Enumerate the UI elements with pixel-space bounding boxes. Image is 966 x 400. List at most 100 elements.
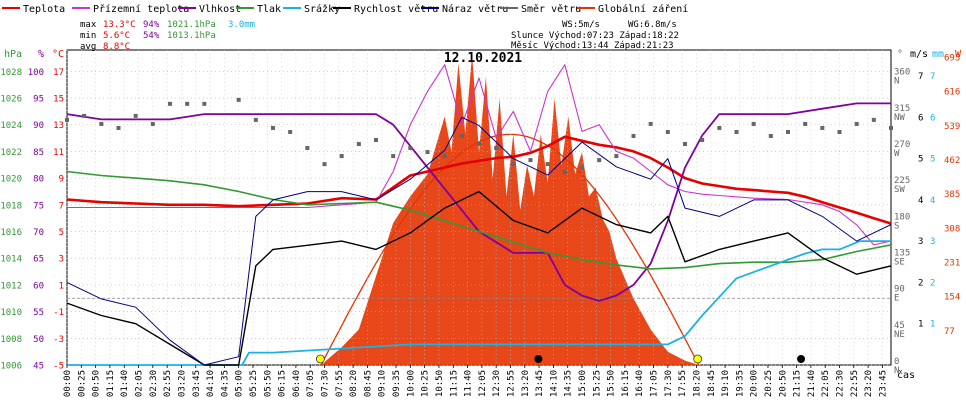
axis-tick-w-8: 693 — [944, 54, 960, 64]
x-tick-label-14: 05:50 — [263, 370, 273, 397]
axis-tick-pct-8: 85 — [33, 148, 44, 158]
stats-press-1: 1013.1hPa — [167, 31, 216, 41]
wind-dir-point-43 — [820, 125, 825, 130]
x-tick-label-9: 03:45 — [192, 370, 202, 397]
x-tick-label-37: 15:25 — [592, 370, 602, 397]
stats-moon: Měsíc Východ:13:44 Západ:21:23 — [511, 41, 674, 51]
x-tick-label-5: 02:05 — [135, 370, 145, 397]
x-tick-label-10: 04:10 — [206, 370, 216, 397]
x-tick-label-48: 20:00 — [750, 370, 760, 397]
series-line-0 — [66, 135, 892, 225]
axis-unit-pct: % — [38, 49, 44, 60]
axis-tick-mm-0: 1 — [930, 320, 935, 330]
stats-wg: WG:6.8m/s — [628, 20, 677, 30]
x-tick-label-20: 08:20 — [349, 370, 359, 397]
axis-tick-degc-5: 5 — [59, 228, 64, 238]
axis-tick-dir-name-3: SE — [894, 258, 905, 268]
axis-tick-w-6: 539 — [944, 122, 960, 132]
axis-tick-degc-10: 15 — [53, 95, 64, 105]
axis-tick-mm-5: 6 — [930, 113, 935, 123]
stats-temp-0: 13.3°C — [103, 20, 136, 30]
stats-rain-0: 3.0mm — [228, 20, 255, 30]
x-tick-label-18: 07:30 — [321, 370, 331, 397]
series-line-2 — [66, 102, 891, 302]
x-tick-label-25: 10:25 — [421, 370, 431, 397]
legend-label-1: Přízemní teplota — [93, 3, 189, 15]
axis-tick-dir-2: 90 — [894, 285, 905, 295]
x-tick-label-2: 00:50 — [92, 370, 102, 397]
x-axis-label: čas — [897, 369, 915, 381]
wind-dir-point-34 — [665, 129, 670, 134]
axis-tick-mm-4: 5 — [930, 155, 935, 165]
axis-tick-pct-10: 95 — [33, 95, 44, 105]
axis-tick-mm-3: 4 — [930, 196, 935, 206]
axis-tick-dir-name-6: W — [894, 149, 900, 159]
axis-tick-degc-11: 17 — [53, 68, 64, 78]
series-line-6 — [66, 116, 892, 366]
radiation-fill — [321, 54, 699, 366]
x-tick-label-53: 22:05 — [821, 370, 831, 397]
stats-sun: Slunce Východ:07:23 Západ:18:22 — [511, 31, 679, 41]
axis-tick-mm-2: 3 — [930, 237, 935, 247]
axis-tick-pct-5: 70 — [33, 228, 44, 238]
axis-tick-dir-name-1: NE — [894, 330, 905, 340]
axis-tick-dir-name-4: S — [894, 221, 899, 231]
x-tick-label-8: 03:20 — [177, 370, 187, 397]
axis-tick-pct-6: 75 — [33, 201, 44, 211]
axis-tick-w-0: 77 — [944, 327, 955, 337]
axis-tick-hpa-6: 1018 — [0, 201, 22, 211]
axis-unit-hpa: hPa — [4, 49, 22, 60]
axis-tick-pct-11: 100 — [28, 68, 44, 78]
axis-tick-degc-0: -5 — [53, 362, 64, 372]
wind-dir-point-21 — [442, 154, 447, 159]
axis-tick-ms-0: 1 — [918, 320, 923, 330]
wind-dir-point-14 — [322, 162, 327, 167]
axis-tick-degc-9: 13 — [53, 121, 64, 131]
wind-dir-point-5 — [150, 121, 155, 126]
axes: hPa1006100810101012101410161018102010221… — [0, 49, 962, 397]
x-tick-label-13: 05:25 — [249, 370, 259, 397]
legend-label-8: Globální záření — [598, 3, 688, 15]
wind-dir-point-10 — [253, 117, 258, 122]
series-line-4 — [67, 240, 891, 366]
axis-tick-hpa-4: 1014 — [0, 255, 22, 265]
chart-title: 12.10.2021 — [444, 51, 522, 66]
x-tick-label-26: 10:50 — [435, 370, 445, 397]
stats-temp-1: 5.6°C — [103, 31, 130, 41]
axis-tick-hpa-0: 1006 — [0, 362, 22, 372]
wind-dir-point-20 — [425, 150, 430, 155]
series-lines — [65, 64, 893, 366]
axis-tick-w-2: 231 — [944, 259, 960, 269]
wind-dir-point-4 — [133, 113, 138, 118]
series-line-5 — [66, 190, 892, 366]
axis-tick-hpa-8: 1022 — [0, 148, 22, 158]
x-tick-label-21: 08:45 — [363, 370, 373, 397]
wind-dir-point-29 — [580, 166, 584, 171]
x-tick-label-44: 18:20 — [692, 370, 702, 397]
axis-tick-dir-6: 270 — [894, 140, 910, 150]
wind-dir-point-32 — [631, 133, 636, 138]
axis-tick-dir-8: 360 — [894, 68, 910, 78]
wind-dir-point-3 — [116, 125, 121, 130]
x-tick-label-43: 17:55 — [678, 370, 688, 397]
axis-tick-w-1: 154 — [944, 293, 960, 303]
axis-tick-degc-3: 1 — [59, 281, 64, 291]
x-tick-label-27: 11:15 — [449, 370, 459, 397]
stats-label-1: min — [80, 31, 96, 41]
axis-tick-hpa-5: 1016 — [0, 228, 22, 238]
axis-tick-dir-5: 225 — [894, 176, 910, 186]
wind-dir-point-15 — [339, 154, 344, 159]
wind-dir-point-41 — [786, 129, 790, 134]
wind-dir-point-8 — [202, 101, 207, 106]
wind-dir-point-31 — [614, 154, 619, 159]
x-tick-label-4: 01:40 — [120, 370, 130, 397]
axis-tick-hpa-11: 1028 — [0, 68, 22, 78]
axis-tick-ms-4: 5 — [918, 155, 923, 165]
x-tick-label-52: 21:40 — [807, 370, 817, 397]
axis-tick-dir-4: 180 — [894, 212, 910, 222]
wind-dir-point-30 — [597, 158, 602, 163]
sun-marker-0 — [315, 354, 325, 364]
moon-marker-0 — [534, 355, 543, 363]
axis-tick-ms-1: 2 — [918, 278, 923, 288]
